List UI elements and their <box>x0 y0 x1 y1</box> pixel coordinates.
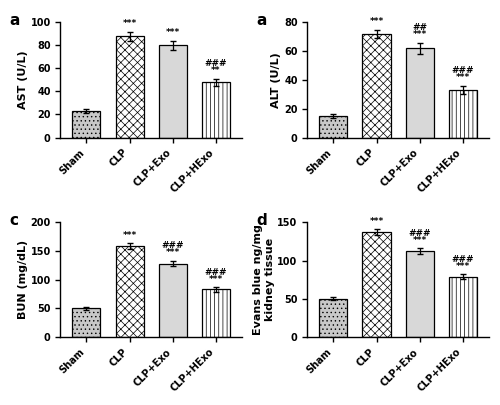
Text: ***: *** <box>209 275 223 284</box>
Bar <box>116 246 143 337</box>
Text: ###: ### <box>408 229 431 238</box>
Text: ###: ### <box>205 268 228 277</box>
Bar <box>449 277 477 337</box>
Bar <box>449 90 477 138</box>
Text: a: a <box>256 13 267 28</box>
Text: ###: ### <box>205 60 228 68</box>
Bar <box>202 82 230 138</box>
Bar <box>158 264 187 337</box>
Text: ***: *** <box>122 231 136 240</box>
Text: ***: *** <box>166 248 180 257</box>
Bar <box>320 299 347 337</box>
Bar <box>406 252 434 337</box>
Bar <box>362 232 390 337</box>
Text: ###: ### <box>452 255 474 264</box>
Text: ***: *** <box>412 30 427 39</box>
Text: c: c <box>10 213 18 228</box>
Y-axis label: BUN (mg/dL): BUN (mg/dL) <box>18 240 28 319</box>
Bar <box>72 111 101 138</box>
Bar <box>116 36 143 138</box>
Bar <box>72 309 101 337</box>
Text: ***: *** <box>456 262 470 271</box>
Bar <box>362 34 390 138</box>
Text: d: d <box>256 213 268 228</box>
Y-axis label: ALT (U/L): ALT (U/L) <box>272 52 281 108</box>
Bar <box>202 290 230 337</box>
Text: a: a <box>10 13 20 28</box>
Text: ***: *** <box>370 17 384 26</box>
Text: ***: *** <box>456 73 470 82</box>
Text: ***: *** <box>122 19 136 28</box>
Text: ***: *** <box>370 217 384 226</box>
Bar <box>320 116 347 138</box>
Text: ##: ## <box>412 23 427 32</box>
Y-axis label: AST (U/L): AST (U/L) <box>18 51 28 109</box>
Text: ***: *** <box>412 236 427 245</box>
Text: ***: *** <box>166 28 180 37</box>
Text: ###: ### <box>452 66 474 75</box>
Y-axis label: Evans blue ng/mg
kidney tissue: Evans blue ng/mg kidney tissue <box>253 224 274 335</box>
Text: ###: ### <box>162 241 184 250</box>
Bar <box>158 45 187 138</box>
Bar <box>406 48 434 138</box>
Text: **: ** <box>212 66 221 75</box>
